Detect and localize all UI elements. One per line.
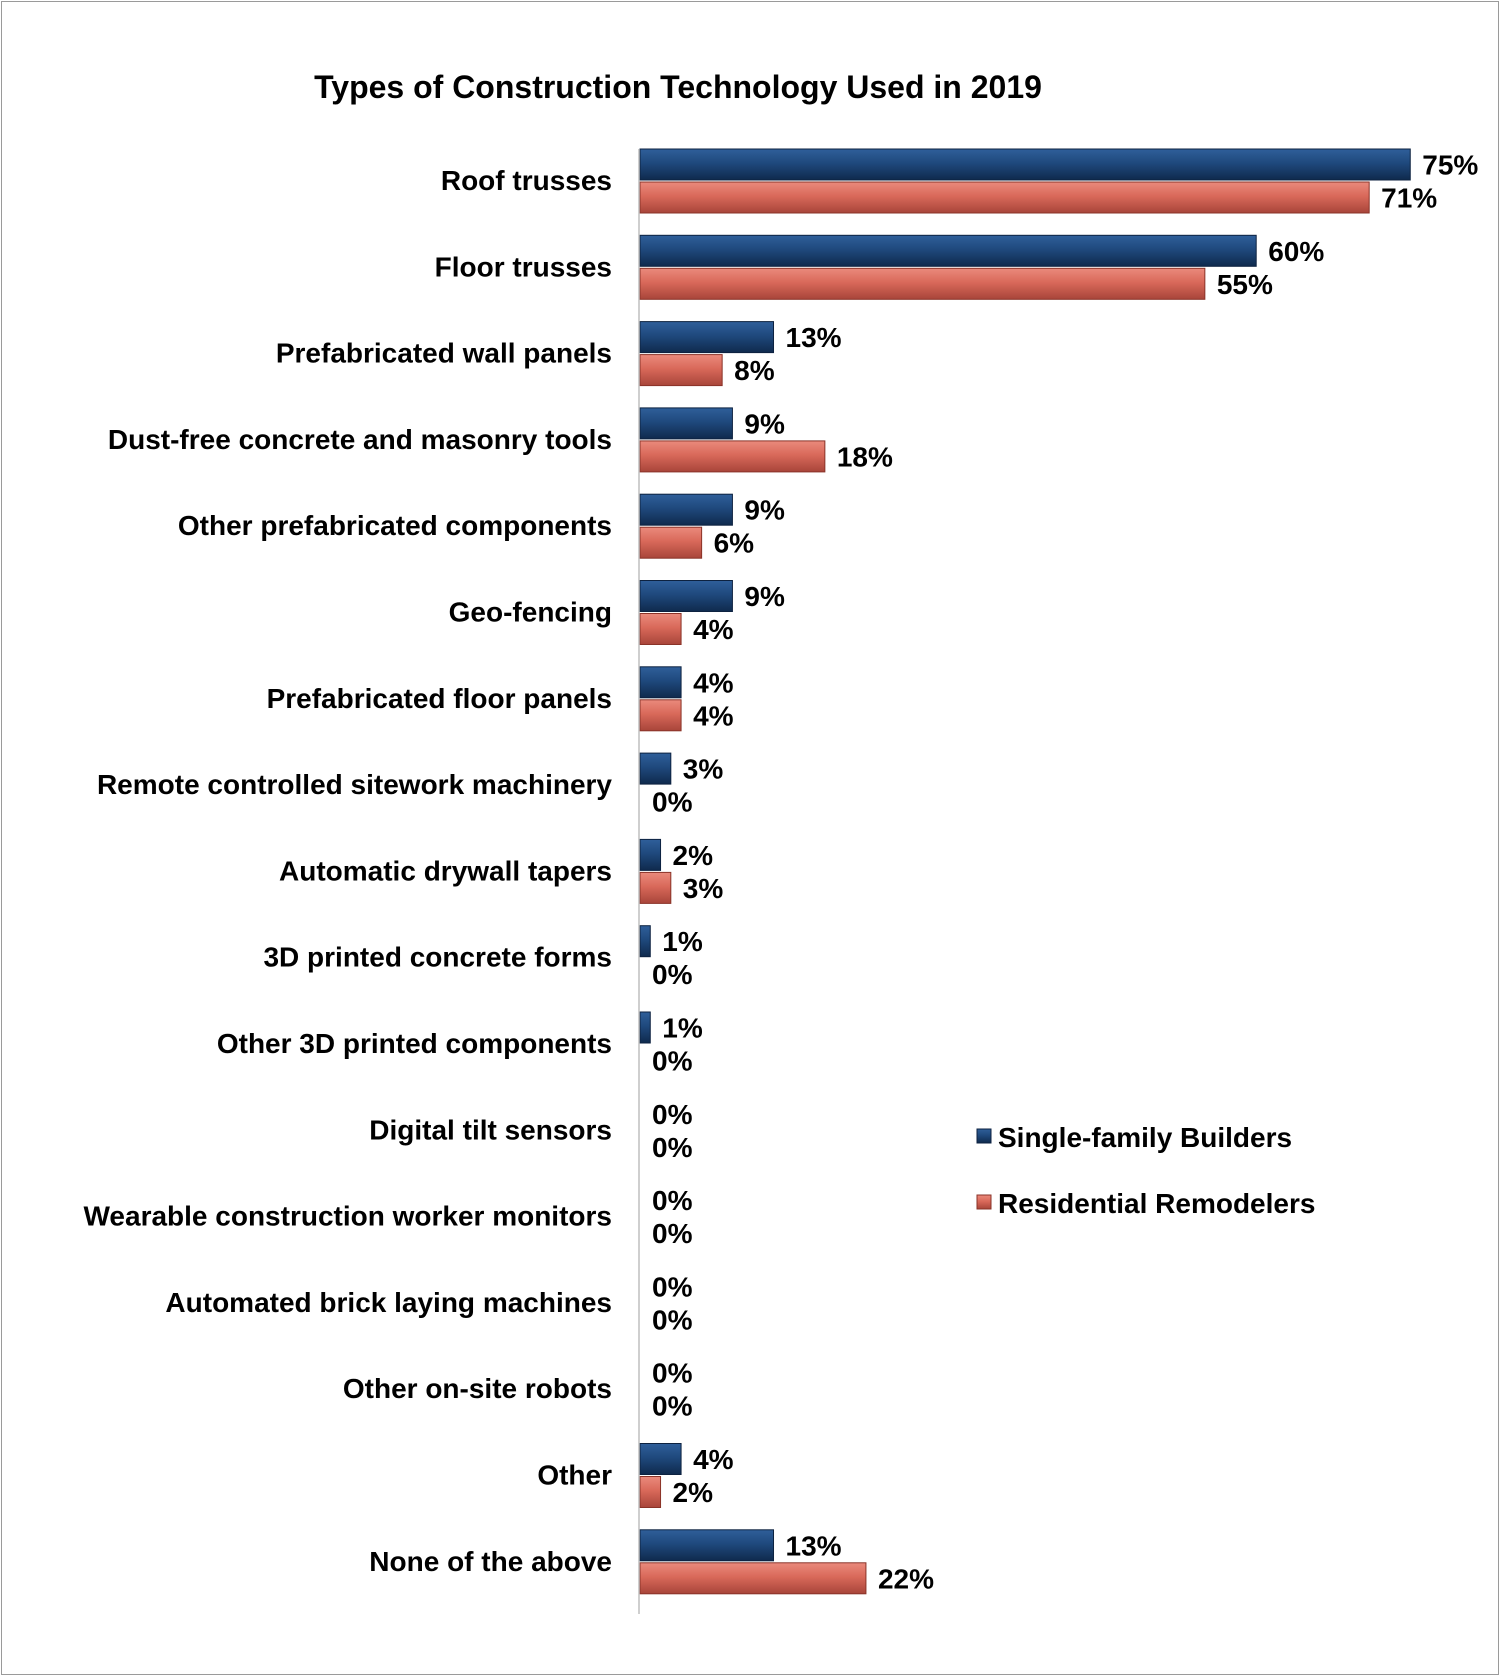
value-label-single-family-builders-automatic-drywall-tapers: 2% (673, 840, 714, 871)
value-label-residential-remodelers-other-3d-printed-components: 0% (652, 1046, 693, 1077)
bar-single-family-builders-3d-printed-concrete-forms (639, 925, 651, 958)
category-label-automatic-drywall-tapers: Automatic drywall tapers (279, 855, 612, 886)
legend-label-single-family-builders: Single-family Builders (998, 1122, 1292, 1153)
bar-single-family-builders-floor-trusses (639, 234, 1257, 267)
value-label-single-family-builders-wearable-construction-worker-monitors: 0% (652, 1185, 693, 1216)
value-label-residential-remodelers-automated-brick-laying-machines: 0% (652, 1304, 693, 1335)
bar-single-family-builders-other-prefabricated-components (639, 493, 733, 526)
value-label-single-family-builders-roof-trusses: 75% (1422, 150, 1478, 181)
category-labels: Roof trusses Floor trusses Prefabricated w… (84, 165, 613, 1577)
value-label-single-family-builders-other-3d-printed-components: 1% (662, 1013, 703, 1044)
bar-residential-remodelers-other (639, 1476, 662, 1508)
category-label-geo-fencing: Geo-fencing (449, 597, 612, 628)
value-label-residential-remodelers-prefabricated-floor-panels: 4% (693, 700, 734, 731)
bar-residential-remodelers-floor-trusses (639, 267, 1206, 300)
value-label-single-family-builders-other: 4% (693, 1444, 734, 1475)
value-label-residential-remodelers-other-on-site-robots: 0% (652, 1391, 693, 1422)
value-label-single-family-builders-floor-trusses: 60% (1268, 236, 1324, 267)
value-label-residential-remodelers-dust-free-concrete-and-masonry-tools: 18% (837, 441, 893, 472)
value-label-residential-remodelers-3d-printed-concrete-forms: 0% (652, 959, 693, 990)
value-label-single-family-builders-dust-free-concrete-and-masonry-tools: 9% (744, 408, 785, 439)
value-label-residential-remodelers-digital-tilt-sensors: 0% (652, 1132, 693, 1163)
category-label-roof-trusses: Roof trusses (441, 165, 612, 196)
value-label-residential-remodelers-floor-trusses: 55% (1217, 269, 1273, 300)
value-label-single-family-builders-geo-fencing: 9% (744, 581, 785, 612)
category-label-other-prefabricated-components: Other prefabricated components (178, 510, 612, 541)
category-label-prefabricated-floor-panels: Prefabricated floor panels (267, 683, 612, 714)
bar-single-family-builders-geo-fencing (639, 580, 733, 612)
bar-residential-remodelers-other-prefabricated-components (639, 526, 703, 559)
bar-single-family-builders-remote-controlled-sitework-machinery (639, 752, 672, 785)
value-label-residential-remodelers-none-of-the-above: 22% (878, 1563, 934, 1594)
category-label-3d-printed-concrete-forms: 3D printed concrete forms (263, 942, 612, 973)
bar-residential-remodelers-geo-fencing (639, 613, 682, 645)
value-label-single-family-builders-digital-tilt-sensors: 0% (652, 1099, 693, 1130)
value-label-residential-remodelers-automatic-drywall-tapers: 3% (683, 873, 724, 904)
category-label-digital-tilt-sensors: Digital tilt sensors (369, 1114, 612, 1145)
value-label-single-family-builders-remote-controlled-sitework-machinery: 3% (683, 754, 724, 785)
legend-swatch-single-family-builders (976, 1128, 992, 1144)
category-label-remote-controlled-sitework-machinery: Remote controlled sitework machinery (97, 769, 612, 800)
legend: Single-family Builders Residential Remode… (976, 1122, 1315, 1219)
value-label-single-family-builders-other-on-site-robots: 0% (652, 1358, 693, 1389)
category-label-other-3d-printed-components: Other 3D printed components (217, 1028, 612, 1059)
bar-residential-remodelers-prefabricated-floor-panels (639, 699, 682, 732)
bar-single-family-builders-none-of-the-above (639, 1529, 775, 1562)
bar-single-family-builders-automatic-drywall-tapers (639, 838, 662, 871)
value-label-single-family-builders-none-of-the-above: 13% (786, 1530, 842, 1561)
category-label-other: Other (537, 1460, 612, 1491)
value-label-single-family-builders-other-prefabricated-components: 9% (744, 495, 785, 526)
category-label-prefabricated-wall-panels: Prefabricated wall panels (276, 338, 612, 369)
value-label-residential-remodelers-other-prefabricated-components: 6% (714, 528, 755, 559)
bar-residential-remodelers-none-of-the-above (639, 1562, 867, 1595)
category-label-other-on-site-robots: Other on-site robots (343, 1373, 612, 1404)
bar-residential-remodelers-automatic-drywall-tapers (639, 871, 672, 904)
bar-single-family-builders-prefabricated-floor-panels (639, 666, 682, 699)
bar-residential-remodelers-prefabricated-wall-panels (639, 354, 723, 387)
value-label-single-family-builders-automated-brick-laying-machines: 0% (652, 1271, 693, 1302)
bar-residential-remodelers-roof-trusses (639, 181, 1370, 214)
legend-swatch-residential-remodelers (976, 1194, 992, 1210)
value-label-residential-remodelers-remote-controlled-sitework-machinery: 0% (652, 787, 693, 818)
bars (639, 148, 1411, 1595)
value-label-residential-remodelers-wearable-construction-worker-monitors: 0% (652, 1218, 693, 1249)
value-label-single-family-builders-prefabricated-floor-panels: 4% (693, 667, 734, 698)
category-label-wearable-construction-worker-monitors: Wearable construction worker monitors (84, 1201, 613, 1232)
category-label-floor-trusses: Floor trusses (435, 251, 612, 282)
value-label-residential-remodelers-prefabricated-wall-panels: 8% (734, 355, 775, 386)
value-label-single-family-builders-3d-printed-concrete-forms: 1% (662, 926, 703, 957)
category-label-dust-free-concrete-and-masonry-tools: Dust-free concrete and masonry tools (108, 424, 612, 455)
bar-single-family-builders-other (639, 1443, 682, 1475)
bar-single-family-builders-roof-trusses (639, 148, 1411, 181)
data-labels: 75%71%60%55%13%8%9%18%9%6%9%4%4%4%3%0%2%… (652, 150, 1478, 1595)
bar-single-family-builders-prefabricated-wall-panels (639, 321, 775, 354)
value-label-single-family-builders-prefabricated-wall-panels: 13% (786, 322, 842, 353)
legend-label-residential-remodelers: Residential Remodelers (998, 1188, 1315, 1219)
value-label-residential-remodelers-geo-fencing: 4% (693, 614, 734, 645)
bar-single-family-builders-dust-free-concrete-and-masonry-tools (639, 407, 733, 440)
category-label-automated-brick-laying-machines: Automated brick laying machines (165, 1287, 612, 1318)
category-label-none-of-the-above: None of the above (369, 1546, 612, 1577)
bar-residential-remodelers-dust-free-concrete-and-masonry-tools (639, 440, 826, 473)
value-label-residential-remodelers-roof-trusses: 71% (1381, 183, 1437, 214)
bar-single-family-builders-other-3d-printed-components (639, 1011, 651, 1044)
value-label-residential-remodelers-other: 2% (673, 1477, 714, 1508)
chart-title: Types of Construction Technology Used in… (314, 69, 1042, 105)
